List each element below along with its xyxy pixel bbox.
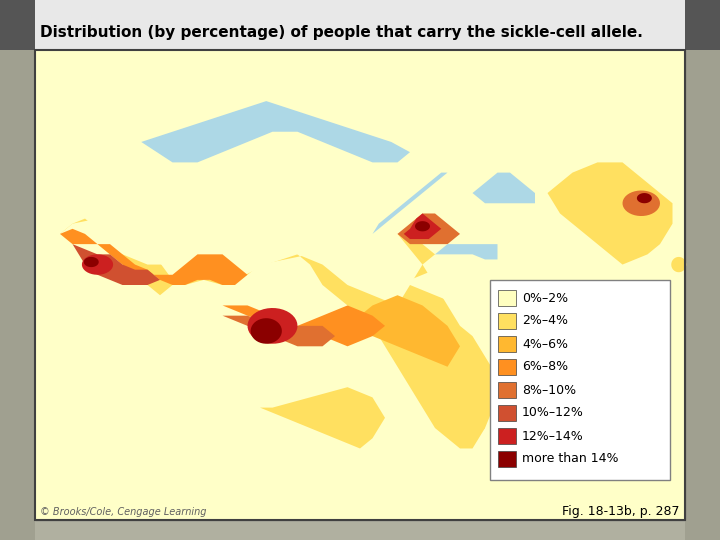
Polygon shape <box>82 254 113 275</box>
Bar <box>490 280 670 480</box>
Polygon shape <box>348 295 460 367</box>
Polygon shape <box>671 257 686 272</box>
Polygon shape <box>637 193 652 203</box>
Text: Fig. 18-13b, p. 287: Fig. 18-13b, p. 287 <box>562 505 680 518</box>
Polygon shape <box>251 318 282 344</box>
Polygon shape <box>84 257 99 267</box>
Text: more than 14%: more than 14% <box>522 453 618 465</box>
Polygon shape <box>372 173 448 234</box>
Polygon shape <box>222 316 335 346</box>
Polygon shape <box>472 173 535 203</box>
Polygon shape <box>415 221 430 231</box>
Text: 4%–6%: 4%–6% <box>522 338 568 350</box>
Text: © Brooks/Cole, Cengage Learning: © Brooks/Cole, Cengage Learning <box>40 507 207 517</box>
Text: 2%–4%: 2%–4% <box>522 314 568 327</box>
Polygon shape <box>141 101 410 163</box>
Bar <box>685 0 720 540</box>
Polygon shape <box>222 306 385 346</box>
Bar <box>0 0 35 50</box>
Polygon shape <box>73 244 160 285</box>
Polygon shape <box>397 265 498 306</box>
Bar <box>498 451 516 467</box>
Polygon shape <box>397 213 460 244</box>
Bar <box>498 336 516 352</box>
Bar <box>35 50 685 520</box>
Bar <box>35 0 685 50</box>
Bar <box>498 359 516 375</box>
Polygon shape <box>260 387 385 449</box>
Bar <box>35 50 685 520</box>
Bar <box>498 313 516 329</box>
Polygon shape <box>372 163 547 265</box>
Polygon shape <box>248 308 297 344</box>
Bar <box>685 0 720 50</box>
Polygon shape <box>623 191 660 216</box>
Text: 8%–10%: 8%–10% <box>522 383 576 396</box>
Bar <box>498 405 516 421</box>
Polygon shape <box>60 219 498 449</box>
Polygon shape <box>60 183 423 306</box>
Polygon shape <box>323 173 410 234</box>
Bar <box>498 290 516 306</box>
Text: 0%–2%: 0%–2% <box>522 292 568 305</box>
Polygon shape <box>404 213 441 239</box>
Bar <box>498 428 516 444</box>
Bar <box>35 50 685 520</box>
Text: 10%–12%: 10%–12% <box>522 407 584 420</box>
Text: Distribution (by percentage) of people that carry the sickle-cell allele.: Distribution (by percentage) of people t… <box>40 25 643 40</box>
Polygon shape <box>547 163 672 265</box>
Text: 12%–14%: 12%–14% <box>522 429 584 442</box>
Text: 6%–8%: 6%–8% <box>522 361 568 374</box>
Polygon shape <box>435 244 498 259</box>
Polygon shape <box>60 229 248 285</box>
Bar <box>498 382 516 398</box>
Bar <box>0 0 35 540</box>
Polygon shape <box>441 372 485 433</box>
